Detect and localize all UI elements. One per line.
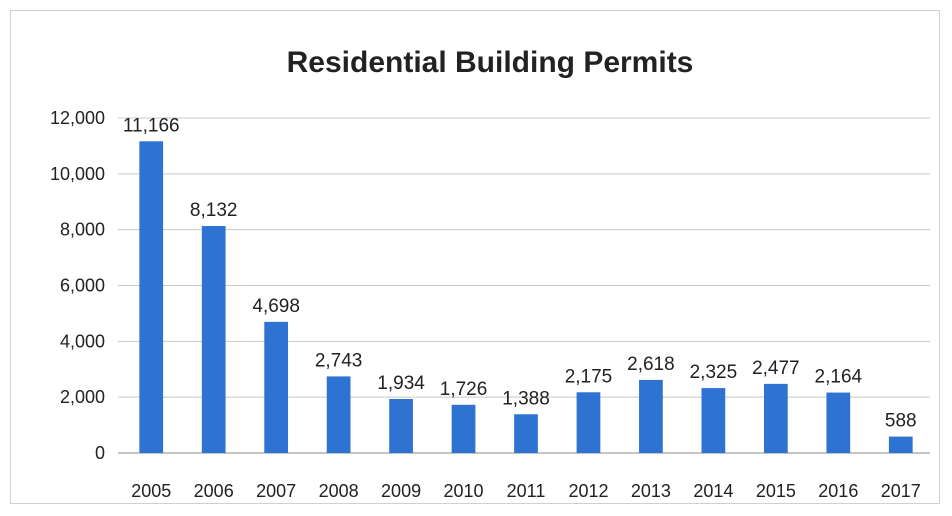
x-tick-label: 2005 (131, 481, 171, 501)
x-tick-label: 2016 (818, 481, 858, 501)
bar-2017 (888, 436, 913, 453)
data-label: 2,477 (752, 358, 800, 379)
data-label: 2,164 (815, 367, 863, 388)
bar-2013 (639, 379, 663, 453)
x-axis-ticks: 2005 2006 2007 2008 2009 2010 2011 2012 2013 2014… (131, 481, 921, 501)
y-tick-label: 4,000 (60, 331, 105, 351)
y-tick-label: 10,000 (50, 164, 105, 184)
x-tick-label: 2009 (381, 481, 421, 501)
data-label: 2,325 (690, 362, 738, 383)
data-label: 588 (885, 411, 917, 432)
data-label: 1,726 (440, 379, 488, 400)
data-label: 2,743 (315, 350, 363, 371)
y-tick-label: 6,000 (60, 276, 105, 296)
bar-2016 (826, 392, 851, 453)
y-tick-label: 2,000 (60, 387, 105, 407)
x-tick-label: 2011 (507, 481, 546, 501)
bar-2010 (451, 404, 476, 453)
x-tick-label: 2008 (319, 481, 359, 501)
y-axis-ticks: 0 2,000 4,000 6,000 8,000 10,000 12,000 (50, 108, 105, 463)
data-label: 8,132 (190, 200, 238, 221)
bar-2009 (389, 399, 413, 453)
x-tick-label: 2015 (756, 481, 796, 501)
data-label: 2,175 (565, 366, 613, 387)
bar-2015 (763, 383, 788, 453)
x-tick-label: 2012 (568, 481, 608, 501)
bar-2012 (576, 392, 601, 453)
data-labels: 11,166 8,132 4,698 2,743 1,934 1,726 1,388 2,17… (123, 115, 917, 431)
x-tick-label: 2010 (444, 481, 484, 501)
data-label: 11,166 (123, 115, 180, 136)
x-tick-label: 2006 (194, 481, 234, 501)
bar-2006 (201, 225, 226, 453)
x-tick-label: 2013 (631, 481, 671, 501)
x-tick-label: 2017 (881, 481, 921, 501)
y-tick-label: 8,000 (60, 220, 105, 240)
bar-2008 (326, 376, 351, 453)
gridlines (118, 117, 930, 454)
data-label: 1,388 (502, 388, 550, 409)
data-label: 1,934 (377, 373, 425, 394)
data-label: 4,698 (252, 296, 300, 317)
bar-2005 (139, 141, 164, 453)
data-label: 2,618 (627, 354, 675, 375)
x-tick-label: 2007 (256, 481, 296, 501)
x-tick-label: 2014 (693, 481, 733, 501)
bar-2007 (264, 321, 289, 453)
y-tick-label: 0 (95, 443, 105, 463)
chart-title: Residential Building Permits (287, 46, 694, 79)
y-tick-label: 12,000 (50, 108, 105, 128)
bar-2011 (514, 414, 538, 453)
bar-2014 (701, 388, 726, 453)
bars (139, 141, 913, 453)
